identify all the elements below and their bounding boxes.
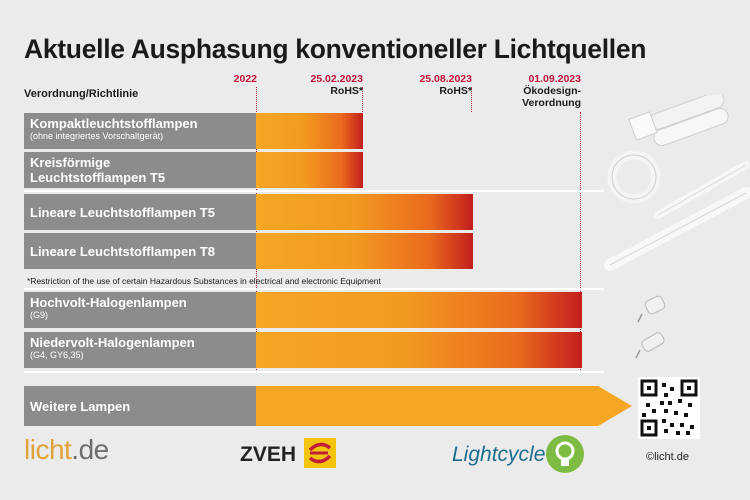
row-kreisfoermig: Kreisförmige Leuchtstofflampen T5 (24, 152, 364, 188)
row-label: Hochvolt-Halogenlampen (G9) (24, 292, 256, 328)
qr-code-icon (640, 379, 698, 437)
compact-lamp-icon (628, 95, 729, 147)
row-hochvolt: Hochvolt-Halogenlampen (G9) (24, 292, 582, 328)
phaseout-bar (256, 152, 363, 188)
deadline-rohs-1: 25.02.2023 RoHS* (310, 73, 363, 97)
deadline-2022: 2022 (233, 73, 257, 85)
lamp-illustrations (604, 95, 750, 271)
deadline-rohs-2: 25.08.2023 RoHS* (419, 73, 472, 97)
circular-lamp-icon (607, 150, 661, 204)
deadline-line-ecodesign (580, 112, 581, 372)
row-niedervolt: Niedervolt-Halogenlampen (G4, GY6,35) (24, 332, 582, 368)
footnote: *Restriction of the use of certain Hazar… (27, 276, 381, 286)
page-title: Aktuelle Ausphasung konventioneller Lich… (24, 34, 647, 64)
row-kompakt: Kompaktleuchtstofflampen (ohne integrier… (24, 113, 364, 149)
halogen-lamps (635, 295, 666, 359)
phaseout-bar (256, 233, 473, 269)
lightcycle-bulb-icon (546, 435, 584, 473)
linear-t8-lamp-icon (604, 187, 750, 271)
phaseout-bar (256, 113, 363, 149)
linear-t5-lamp-icon (654, 161, 750, 219)
row-weitere: Weitere Lampen (24, 386, 632, 426)
row-linear-t5: Lineare Leuchtstofflampen T5 (24, 194, 473, 230)
lightcycle-logo: Lightcycle (452, 443, 546, 466)
row-label: Lineare Leuchtstofflampen T5 (24, 194, 256, 230)
phaseout-bar (256, 292, 582, 328)
row-label: Niedervolt-Halogenlampen (G4, GY6,35) (24, 332, 256, 368)
row-label: Kompaktleuchtstofflampen (ohne integrier… (24, 113, 256, 149)
regulation-header: Verordnung/Richtlinie (24, 88, 139, 100)
row-label: Weitere Lampen (30, 399, 131, 414)
deadline-ecodesign: 01.09.2023 Ökodesign-Verordnung (522, 73, 581, 109)
row-separator (24, 371, 604, 373)
zveh-logo: ZVEH (240, 443, 297, 466)
phaseout-bar (256, 332, 582, 368)
row-separator (24, 190, 604, 192)
qr-code[interactable] (638, 377, 700, 439)
g4-halogen-icon (635, 332, 665, 359)
row-label: Kreisförmige Leuchtstofflampen T5 (24, 152, 256, 188)
deadline-line-rohs-2 (471, 87, 472, 112)
deadline-line-rohs-1 (362, 87, 363, 112)
row-linear-t8: Lineare Leuchtstofflampen T8 (24, 233, 473, 269)
g9-halogen-icon (637, 295, 666, 323)
phaseout-bar (256, 194, 473, 230)
weitere-arrow (24, 386, 632, 426)
zveh-e-icon (304, 438, 336, 468)
row-label: Lineare Leuchtstofflampen T8 (24, 233, 256, 269)
row-separator (24, 288, 604, 290)
licht-de-logo: licht.de (24, 434, 109, 465)
copyright: ©licht.de (646, 451, 689, 463)
